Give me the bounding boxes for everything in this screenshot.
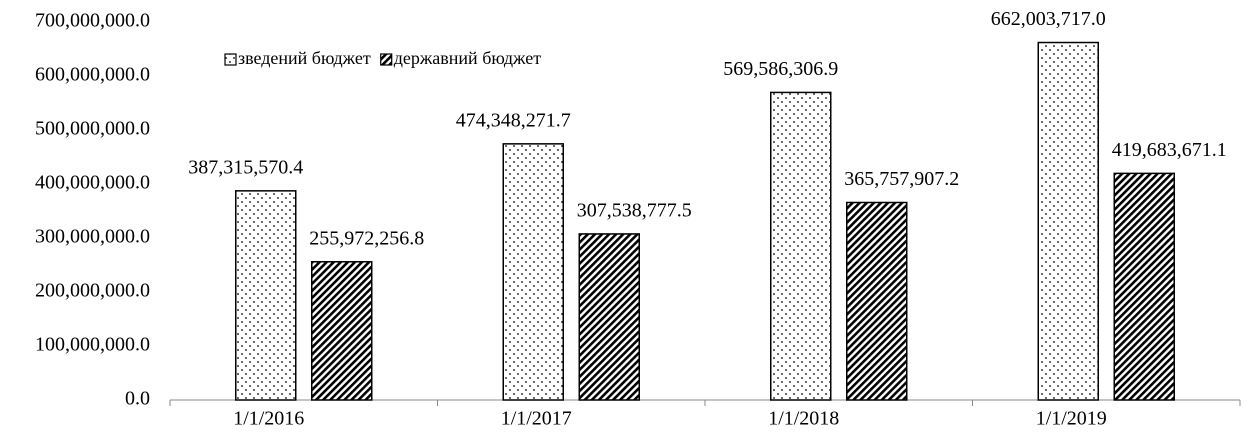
data-label: 474,348,271.7 <box>456 109 571 131</box>
y-tick-label: 400,000,000.0 <box>35 172 150 194</box>
bar <box>235 190 297 401</box>
bar <box>502 143 564 401</box>
y-tick-label: 500,000,000.0 <box>35 118 150 140</box>
y-tick-label: 100,000,000.0 <box>35 334 150 356</box>
bar <box>1037 41 1099 401</box>
data-label: 662,003,717.0 <box>991 8 1106 30</box>
y-tick-label: 300,000,000.0 <box>35 226 150 248</box>
data-label: 569,586,306.9 <box>723 58 838 80</box>
bar <box>770 91 832 401</box>
legend-label: зведений бюджет <box>238 48 371 68</box>
bar <box>846 201 908 401</box>
legend: зведений бюджет державний бюджет <box>224 48 542 68</box>
legend-swatch <box>380 53 393 66</box>
data-label: 307,538,777.5 <box>577 200 692 222</box>
y-tick-label: 700,000,000.0 <box>35 10 150 32</box>
data-label: 419,683,671.1 <box>1112 139 1227 161</box>
data-label: 255,972,256.8 <box>309 227 424 249</box>
data-label: 387,315,570.4 <box>188 156 303 178</box>
x-tick-label: 1/1/2019 <box>1036 408 1107 430</box>
bar <box>578 233 640 401</box>
y-tick-label: 600,000,000.0 <box>35 64 150 86</box>
y-tick-label: 200,000,000.0 <box>35 280 150 302</box>
legend-swatch <box>224 53 237 66</box>
legend-label: державний бюджет <box>394 48 542 68</box>
x-tick-label: 1/1/2016 <box>233 408 304 430</box>
y-tick-label: 0.0 <box>125 388 150 410</box>
x-tick-label: 1/1/2018 <box>768 408 839 430</box>
bar <box>311 261 373 401</box>
data-label: 365,757,907.2 <box>844 168 959 190</box>
bar <box>1113 172 1175 401</box>
x-tick-label: 1/1/2017 <box>501 408 572 430</box>
